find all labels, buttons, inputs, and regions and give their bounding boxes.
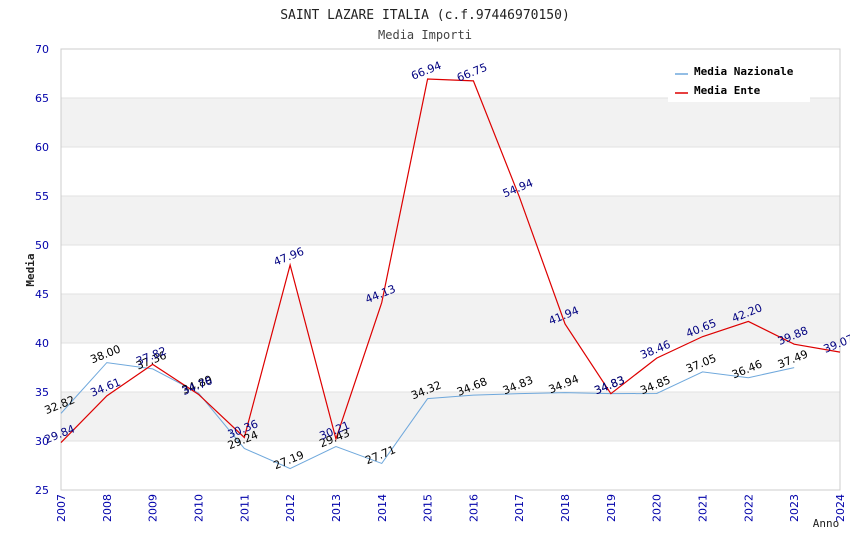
y-tick-label: 45 <box>35 288 49 301</box>
legend: Media Nazionale Media Ente <box>668 60 810 102</box>
series-group <box>60 78 841 470</box>
y-tick-label: 50 <box>35 239 49 252</box>
x-tick-label: 2011 <box>238 494 251 522</box>
x-tick-label: 2018 <box>559 494 572 522</box>
y-tick-label: 70 <box>35 43 49 56</box>
data-label-media-ente: 47.96 <box>272 245 306 269</box>
y-axis-label: Media <box>24 253 37 286</box>
x-tick-label: 2021 <box>697 494 710 522</box>
x-tick-label: 2014 <box>376 494 389 522</box>
y-tick-label: 30 <box>35 435 49 448</box>
legend-box <box>668 60 810 102</box>
chart-title: SAINT LAZARE ITALIA (c.f.97446970150) <box>280 8 570 23</box>
legend-label-media-ente: Media Ente <box>694 84 761 97</box>
x-tick-label: 2009 <box>147 494 160 522</box>
data-label-media-ente: 29.84 <box>43 422 77 446</box>
grid-bands <box>61 98 840 441</box>
y-tick-label: 25 <box>35 484 49 497</box>
x-tick-label: 2012 <box>284 494 297 522</box>
data-label-media-nazionale: 27.71 <box>363 443 397 467</box>
y-tick-label: 35 <box>35 386 49 399</box>
x-tick-label: 2015 <box>422 494 435 522</box>
x-axis-label: Anno <box>813 517 840 530</box>
data-label-media-nazionale: 38.00 <box>88 342 122 366</box>
y-tick-label: 65 <box>35 92 49 105</box>
x-tick-label: 2024 <box>834 494 847 522</box>
x-tick-label: 2019 <box>605 494 618 522</box>
x-tick-label: 2007 <box>55 494 68 522</box>
y-tick-label: 55 <box>35 190 49 203</box>
y-tick-label: 60 <box>35 141 49 154</box>
x-tick-label: 2023 <box>788 494 801 522</box>
grid-band <box>61 196 840 245</box>
x-tick-label: 2020 <box>651 494 664 522</box>
x-tick-label: 2017 <box>513 494 526 522</box>
plot-frame <box>60 48 841 491</box>
y-axis-ticks: 25 30 35 40 45 50 55 60 65 70 <box>35 43 49 497</box>
chart-subtitle: Media Importi <box>378 28 472 42</box>
grid-band <box>61 392 840 441</box>
x-tick-label: 2008 <box>101 494 114 522</box>
legend-label-media-nazionale: Media Nazionale <box>694 65 794 78</box>
y-tick-label: 40 <box>35 337 49 350</box>
x-tick-label: 2022 <box>742 494 755 522</box>
x-tick-label: 2016 <box>467 494 480 522</box>
x-tick-label: 2013 <box>330 494 343 522</box>
grid-band <box>61 294 840 343</box>
x-tick-label: 2010 <box>192 494 205 522</box>
data-label-media-nazionale: 27.19 <box>272 448 306 472</box>
x-axis-ticks: 2007 2008 2009 2010 2011 2012 2013 2014 2015 2016… <box>55 494 847 522</box>
grid-band <box>61 98 840 147</box>
series-line-media-ente <box>60 78 841 443</box>
